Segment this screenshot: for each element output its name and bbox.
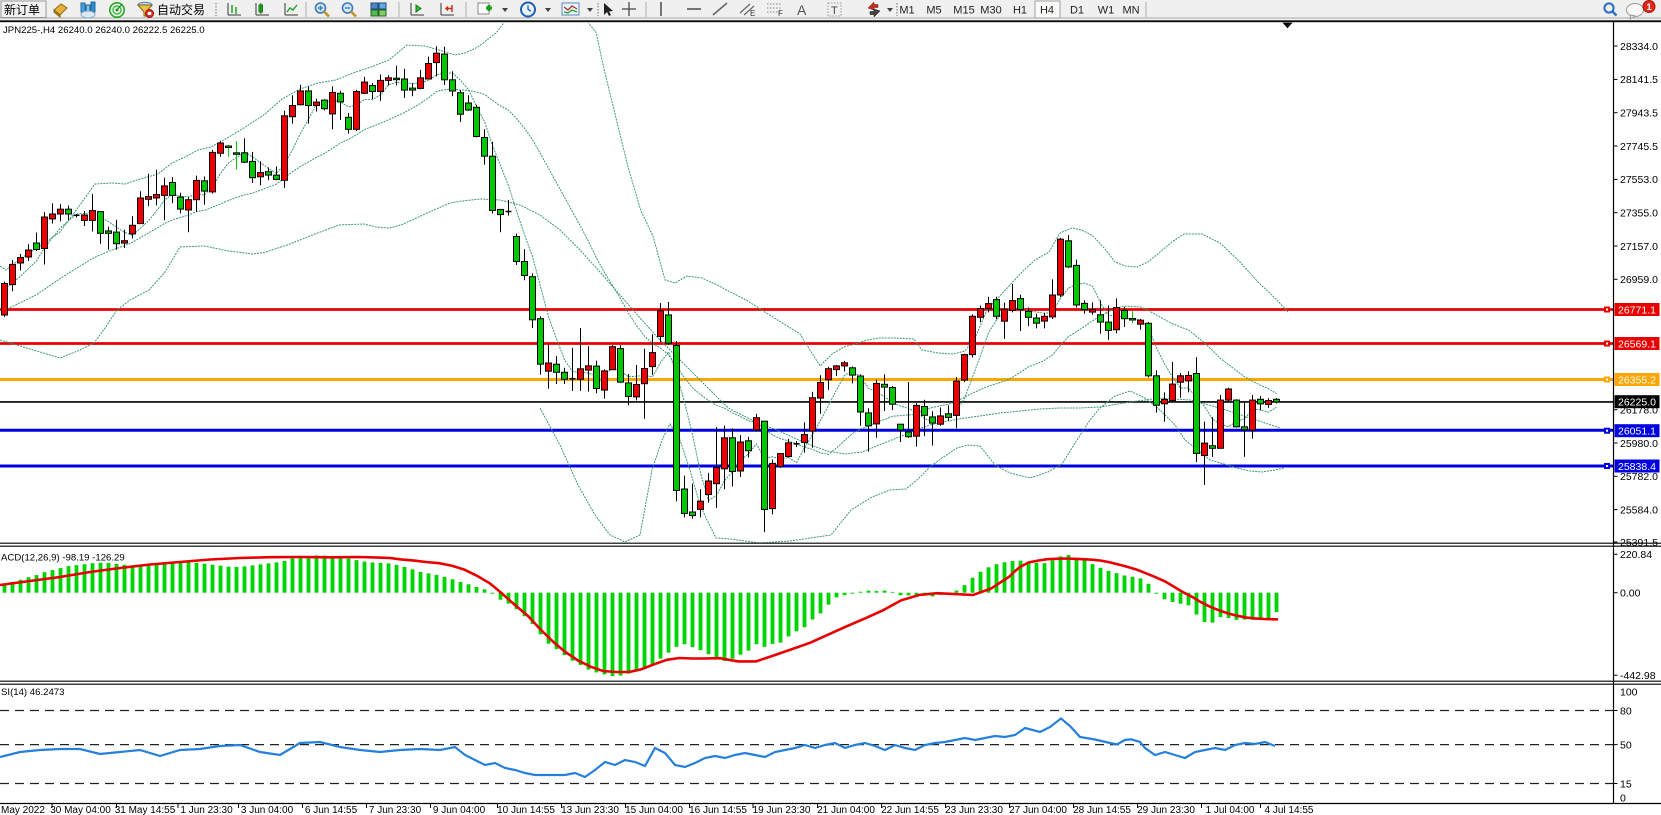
svg-text:16 Jun 14:55: 16 Jun 14:55 xyxy=(689,805,747,815)
svg-text:F: F xyxy=(778,9,783,18)
svg-text:自动交易: 自动交易 xyxy=(157,2,205,17)
svg-text:M1: M1 xyxy=(899,5,914,17)
svg-text:JPN225-,H4 26240.0 26240.0 26: JPN225-,H4 26240.0 26240.0 26222.5 26225… xyxy=(3,25,205,36)
svg-text:1 Jun 23:30: 1 Jun 23:30 xyxy=(180,805,233,815)
svg-text:22 Jun 14:55: 22 Jun 14:55 xyxy=(881,805,939,815)
svg-text:80: 80 xyxy=(1620,705,1632,717)
svg-text:220.84: 220.84 xyxy=(1620,549,1652,561)
svg-text:50: 50 xyxy=(1620,739,1632,751)
svg-text:H1: H1 xyxy=(1013,5,1027,17)
svg-text:21 Jun 04:00: 21 Jun 04:00 xyxy=(817,805,875,815)
svg-text:M5: M5 xyxy=(926,5,941,17)
svg-text:M15: M15 xyxy=(953,5,974,17)
svg-text:23 Jun 23:30: 23 Jun 23:30 xyxy=(945,805,1003,815)
svg-text:26959.0: 26959.0 xyxy=(1620,274,1658,286)
svg-text:A: A xyxy=(797,2,807,18)
svg-text:ACD(12,26,9) -98.19 -126.29: ACD(12,26,9) -98.19 -126.29 xyxy=(1,553,125,564)
svg-text:T: T xyxy=(831,5,838,17)
svg-text:28141.5: 28141.5 xyxy=(1620,74,1658,86)
svg-text:15: 15 xyxy=(1620,778,1632,790)
svg-text:May 2022: May 2022 xyxy=(1,805,45,815)
svg-text:4 Jul 14:55: 4 Jul 14:55 xyxy=(1265,805,1314,815)
svg-text:25391.5: 25391.5 xyxy=(1620,537,1658,549)
svg-text:28334.0: 28334.0 xyxy=(1620,41,1658,53)
svg-text:26355.2: 26355.2 xyxy=(1618,374,1656,386)
svg-text:6 Jun 14:55: 6 Jun 14:55 xyxy=(305,805,358,815)
svg-text:D1: D1 xyxy=(1070,5,1084,17)
svg-text:27157.0: 27157.0 xyxy=(1620,241,1658,253)
svg-text:1 Jul 04:00: 1 Jul 04:00 xyxy=(1206,805,1255,815)
svg-text:25980.0: 25980.0 xyxy=(1620,438,1658,450)
svg-text:W1: W1 xyxy=(1098,5,1115,17)
svg-text:26569.1: 26569.1 xyxy=(1618,338,1656,350)
svg-text:H4: H4 xyxy=(1040,5,1054,17)
svg-text:E: E xyxy=(750,9,755,18)
svg-text:25838.4: 25838.4 xyxy=(1618,461,1656,473)
svg-text:13 Jun 23:30: 13 Jun 23:30 xyxy=(561,805,619,815)
svg-text:0.00: 0.00 xyxy=(1620,588,1641,600)
svg-text:30 May 04:00: 30 May 04:00 xyxy=(50,805,111,815)
svg-text:0: 0 xyxy=(1620,792,1626,804)
svg-text:27 Jun 04:00: 27 Jun 04:00 xyxy=(1009,805,1067,815)
svg-text:10 Jun 14:55: 10 Jun 14:55 xyxy=(497,805,555,815)
svg-text:25782.0: 25782.0 xyxy=(1620,471,1658,483)
svg-text:27553.0: 27553.0 xyxy=(1620,174,1658,186)
svg-text:27355.0: 27355.0 xyxy=(1620,208,1658,220)
svg-text:26225.0: 26225.0 xyxy=(1618,397,1656,409)
svg-text:3 Jun 04:00: 3 Jun 04:00 xyxy=(241,805,294,815)
svg-text:1: 1 xyxy=(1646,2,1652,13)
svg-text:M30: M30 xyxy=(980,5,1001,17)
svg-text:29 Jun 23:30: 29 Jun 23:30 xyxy=(1137,805,1195,815)
svg-text:26771.1: 26771.1 xyxy=(1618,304,1656,316)
svg-text:9 Jun 04:00: 9 Jun 04:00 xyxy=(433,805,486,815)
svg-text:15 Jun 04:00: 15 Jun 04:00 xyxy=(625,805,683,815)
svg-text:25584.0: 25584.0 xyxy=(1620,504,1658,516)
svg-text:27745.5: 27745.5 xyxy=(1620,141,1658,153)
svg-text:100: 100 xyxy=(1620,686,1638,698)
svg-text:7 Jun 23:30: 7 Jun 23:30 xyxy=(369,805,422,815)
svg-text:19 Jun 23:30: 19 Jun 23:30 xyxy=(753,805,811,815)
svg-text:27943.5: 27943.5 xyxy=(1620,108,1658,120)
svg-text:26051.1: 26051.1 xyxy=(1618,426,1656,438)
svg-text:MN: MN xyxy=(1122,5,1139,17)
svg-text:SI(14) 46.2473: SI(14) 46.2473 xyxy=(1,687,64,698)
svg-text:-442.98: -442.98 xyxy=(1620,670,1656,682)
svg-text:31 May 14:55: 31 May 14:55 xyxy=(115,805,176,815)
svg-text:新订单: 新订单 xyxy=(4,2,40,17)
svg-text:28 Jun 14:55: 28 Jun 14:55 xyxy=(1073,805,1131,815)
